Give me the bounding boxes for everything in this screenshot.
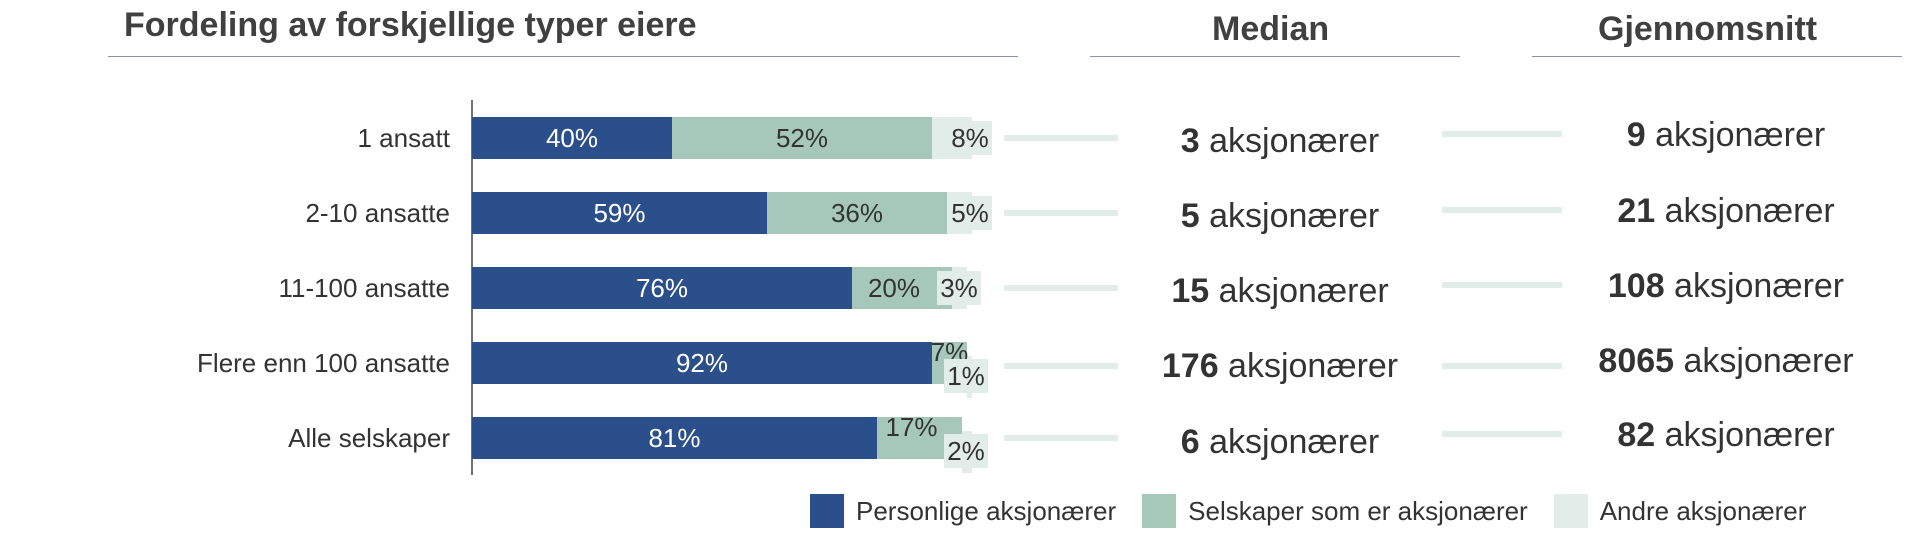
data-label-others: 1% xyxy=(947,361,985,391)
median-unit: aksjonærer xyxy=(1199,197,1380,235)
data-label-background xyxy=(944,434,988,468)
data-label-personal: 81% xyxy=(648,423,700,453)
category-label: 1 ansatt xyxy=(357,123,450,153)
data-label-companies: 52% xyxy=(776,123,828,153)
category-label: 2-10 ansatte xyxy=(305,198,450,228)
median-value: 176 aksjonærer xyxy=(1162,347,1398,386)
data-label-personal: 76% xyxy=(636,273,688,303)
category-label: Flere enn 100 ansatte xyxy=(197,348,450,378)
average-value: 82 aksjonærer xyxy=(1617,416,1834,455)
data-label-companies: 17% xyxy=(885,412,937,442)
category-label: Alle selskaper xyxy=(288,423,450,453)
bar-segment-personal xyxy=(472,267,852,309)
median-unit: aksjonærer xyxy=(1199,423,1380,461)
median-unit: aksjonærer xyxy=(1199,122,1380,160)
distribution-heading-rule xyxy=(108,56,1018,57)
chart-legend: Personlige aksjonærer Selskaper som er a… xyxy=(810,494,1832,528)
median-number: 6 xyxy=(1180,423,1200,461)
average-number: 21 xyxy=(1617,192,1656,230)
data-label-background xyxy=(948,196,992,230)
average-number: 8065 xyxy=(1598,342,1675,380)
legend-label-others: Andre aksjonærer xyxy=(1599,495,1807,526)
average-value: 8065 aksjonærer xyxy=(1598,342,1853,381)
legend-item-companies: Selskaper som er aksjonærer xyxy=(1142,494,1528,528)
data-label-others: 3% xyxy=(940,273,978,303)
category-label: 11-100 ansatte xyxy=(278,273,450,303)
median-heading-rule xyxy=(1090,56,1460,57)
median-value: 6 aksjonærer xyxy=(1181,423,1379,462)
average-unit: aksjonærer xyxy=(1674,342,1854,380)
median-unit: aksjonærer xyxy=(1209,272,1389,310)
median-number: 3 xyxy=(1180,122,1200,160)
average-value: 21 aksjonærer xyxy=(1617,192,1834,231)
legend-swatch-others xyxy=(1553,494,1588,528)
data-label-background xyxy=(944,359,988,393)
data-label-background xyxy=(937,271,981,305)
median-value: 3 aksjonærer xyxy=(1181,122,1379,161)
legend-item-others: Andre aksjonærer xyxy=(1553,494,1807,528)
average-heading-rule xyxy=(1532,56,1902,57)
median-value: 5 aksjonærer xyxy=(1181,197,1379,236)
bar-segment-companies xyxy=(852,267,952,309)
data-label-personal: 40% xyxy=(546,123,598,153)
bar-segment-personal xyxy=(472,117,672,159)
data-label-personal: 92% xyxy=(676,348,728,378)
average-number: 108 xyxy=(1607,267,1665,305)
average-number: 82 xyxy=(1617,416,1656,454)
bar-segment-companies xyxy=(767,192,947,234)
legend-item-personal: Personlige aksjonærer xyxy=(810,494,1116,528)
average-number: 9 xyxy=(1626,116,1646,154)
data-label-personal: 59% xyxy=(593,198,645,228)
data-label-background xyxy=(948,121,992,155)
average-unit: aksjonærer xyxy=(1655,416,1835,454)
legend-label-personal: Personlige aksjonærer xyxy=(856,495,1117,526)
bar-segment-companies xyxy=(672,117,932,159)
average-unit: aksjonærer xyxy=(1664,267,1845,305)
median-number: 15 xyxy=(1171,272,1210,310)
bar-segment-personal xyxy=(472,192,767,234)
legend-label-companies: Selskaper som er aksjonærer xyxy=(1188,495,1528,526)
average-value: 108 aksjonærer xyxy=(1608,267,1844,306)
data-label-others: 2% xyxy=(947,436,985,466)
average-unit: aksjonærer xyxy=(1645,116,1826,154)
legend-swatch-companies xyxy=(1142,494,1177,528)
median-unit: aksjonærer xyxy=(1218,347,1399,385)
bar-segment-personal xyxy=(472,342,932,384)
median-number: 5 xyxy=(1180,197,1200,235)
data-label-companies: 20% xyxy=(868,273,920,303)
legend-swatch-personal xyxy=(810,494,844,528)
average-heading: Gjennomsnitt xyxy=(1598,10,1818,48)
median-heading: Median xyxy=(1212,10,1330,48)
median-value: 15 aksjonærer xyxy=(1171,272,1388,311)
data-label-others: 5% xyxy=(951,198,989,228)
average-value: 9 aksjonærer xyxy=(1627,116,1825,155)
average-unit: aksjonærer xyxy=(1655,192,1835,230)
data-label-others: 8% xyxy=(951,123,989,153)
bar-segment-personal xyxy=(472,417,877,459)
data-label-companies: 36% xyxy=(831,198,883,228)
median-number: 176 xyxy=(1161,347,1219,385)
distribution-heading: Fordeling av forskjellige typer eiere xyxy=(124,6,697,44)
